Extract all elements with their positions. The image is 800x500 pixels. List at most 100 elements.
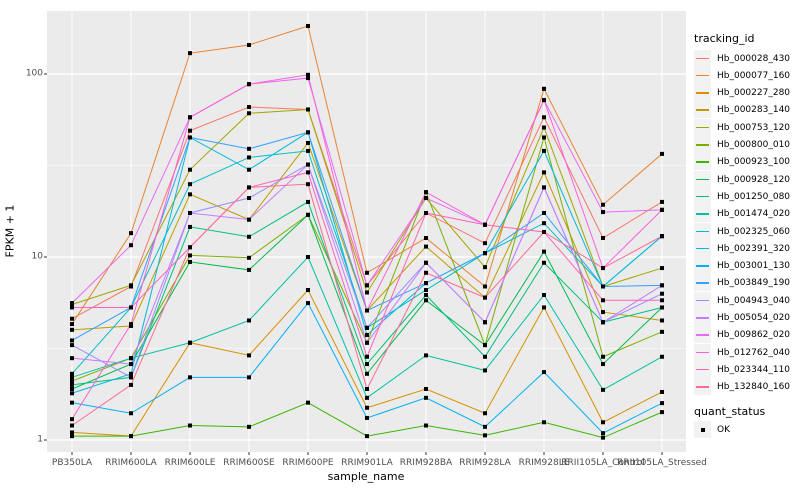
legend-item-label: Hb_000077_160 xyxy=(717,70,791,81)
data-point xyxy=(483,411,487,416)
data-point xyxy=(365,371,369,376)
legend-item-label: Hb_000028_430 xyxy=(717,53,791,64)
data-point xyxy=(306,255,310,259)
data-point xyxy=(483,320,487,325)
legend-key-line-icon xyxy=(694,343,711,361)
data-point xyxy=(129,305,133,310)
data-point xyxy=(247,353,251,358)
data-point xyxy=(129,382,133,387)
legend-item-label: Hb_009862_020 xyxy=(717,330,791,341)
data-point xyxy=(129,434,133,439)
legend-item-label: Hb_002325_060 xyxy=(717,226,791,237)
x-tick-label: PB350LA xyxy=(51,458,93,468)
data-point xyxy=(660,283,664,288)
data-point xyxy=(129,283,133,288)
x-tick-label: RRII105LA_Control xyxy=(561,458,645,468)
legend-key-line-icon xyxy=(694,101,711,119)
data-point xyxy=(188,224,192,229)
data-point xyxy=(542,221,546,226)
data-point xyxy=(660,305,664,310)
data-point xyxy=(542,86,546,91)
data-point xyxy=(424,281,428,286)
data-point xyxy=(188,210,192,215)
data-point xyxy=(424,260,428,265)
data-point xyxy=(542,210,546,215)
data-point xyxy=(247,318,251,323)
x-tick-label: RRIM600SE xyxy=(223,458,275,468)
x-tick-label: RRIM600PE xyxy=(282,458,334,468)
data-point xyxy=(70,316,74,321)
data-point xyxy=(188,253,192,258)
legend-key-line-icon xyxy=(694,136,711,153)
series-color-swatch xyxy=(696,92,709,94)
data-point xyxy=(306,130,310,135)
data-point xyxy=(424,298,428,303)
data-point xyxy=(70,434,74,439)
y-tick-label: 1 xyxy=(37,434,43,445)
data-point xyxy=(247,155,251,160)
legend-item-label: Hb_000800_010 xyxy=(717,140,791,150)
data-point xyxy=(660,354,664,359)
legend-title-tracking-id: tracking_id xyxy=(694,32,755,45)
series-color-swatch xyxy=(696,161,709,163)
series-color-swatch xyxy=(696,195,709,198)
data-point xyxy=(424,288,428,293)
data-point xyxy=(306,182,310,187)
data-point xyxy=(424,190,428,195)
series-color-swatch xyxy=(696,109,709,111)
series-color-swatch xyxy=(696,57,709,60)
data-point xyxy=(129,375,133,380)
data-point xyxy=(601,310,605,315)
data-point xyxy=(601,210,605,215)
data-point xyxy=(70,391,74,396)
data-point xyxy=(129,411,133,416)
data-point xyxy=(129,322,133,327)
data-point xyxy=(542,135,546,140)
legend-item-label: Hb_000923_100 xyxy=(717,157,791,168)
data-point xyxy=(542,260,546,265)
series-color-swatch xyxy=(696,178,709,181)
data-point xyxy=(601,431,605,436)
data-point xyxy=(483,241,487,246)
series-color-swatch xyxy=(696,317,709,319)
data-point xyxy=(660,318,664,323)
data-point xyxy=(424,270,428,275)
data-point xyxy=(129,356,133,361)
data-point xyxy=(188,167,192,172)
data-point xyxy=(660,401,664,406)
series-color-swatch xyxy=(696,74,709,77)
data-point xyxy=(306,162,310,167)
legend-item-label: Hb_005054_020 xyxy=(717,313,791,323)
data-point xyxy=(70,423,74,428)
data-point xyxy=(601,362,605,367)
data-point xyxy=(542,98,546,103)
legend-key-line-icon xyxy=(694,360,711,378)
x-tick-label: RRIM928LE xyxy=(518,458,570,468)
legend-key-line-icon xyxy=(694,257,711,275)
data-point xyxy=(247,424,251,429)
data-point xyxy=(542,125,546,130)
data-point xyxy=(660,329,664,334)
series-color-swatch xyxy=(696,247,709,250)
data-point xyxy=(70,327,74,332)
data-point xyxy=(188,423,192,428)
data-point xyxy=(601,320,605,325)
legend-key-line-icon xyxy=(694,66,711,84)
legend-key-line-icon xyxy=(694,205,711,223)
data-point xyxy=(247,146,251,151)
data-point xyxy=(247,196,251,201)
data-point xyxy=(188,245,192,250)
data-point xyxy=(129,362,133,367)
data-point xyxy=(660,291,664,296)
legend-key-line-icon xyxy=(694,118,711,136)
data-point xyxy=(542,115,546,120)
data-point xyxy=(660,234,664,239)
data-point xyxy=(306,288,310,293)
data-point xyxy=(660,298,664,303)
x-tick-label: RRIM928BA xyxy=(399,458,453,468)
data-point xyxy=(660,207,664,212)
data-point xyxy=(247,167,251,172)
data-point xyxy=(70,379,74,384)
data-point xyxy=(365,325,369,330)
